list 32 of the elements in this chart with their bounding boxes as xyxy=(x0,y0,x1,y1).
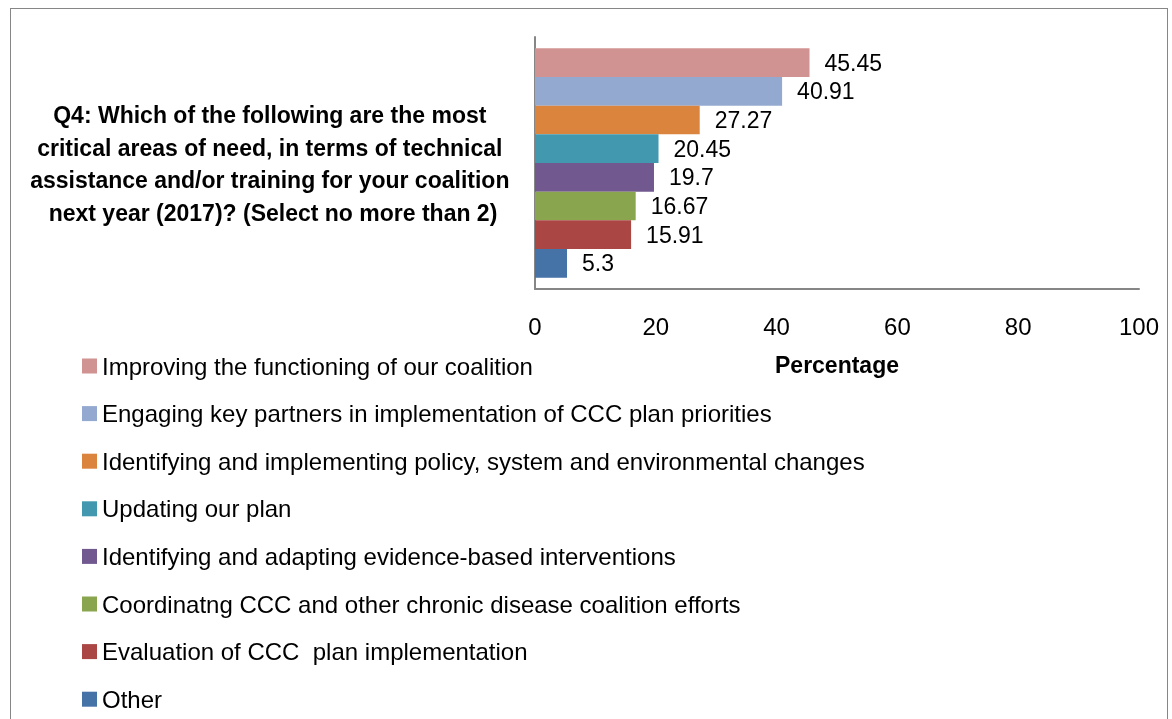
bar xyxy=(535,105,700,135)
x-tick-label: 0 xyxy=(528,312,542,340)
text: Q4: Which of the following are the most critical areas of need, in terms of technical assistance and/or training for your coalition next year (2017)? (Select no more than 2) xyxy=(30,102,516,226)
data-label: 5.3 xyxy=(582,250,614,277)
x-tick-label: 40 xyxy=(763,312,790,340)
bar xyxy=(535,220,632,249)
bar xyxy=(535,134,659,163)
legend-label: Evaluation of CCC plan implementation xyxy=(102,638,528,666)
legend-label: Coordinatng CCC and other chronic disease coalition efforts xyxy=(102,590,741,618)
data-label: 16.67 xyxy=(650,193,709,219)
legend-label: Other xyxy=(102,685,163,713)
legend-label: Engaging key partners in implementation of CCC plan priorities xyxy=(102,400,772,428)
x-tick-label: 100 xyxy=(1118,312,1160,340)
bar xyxy=(535,48,810,78)
data-label: 20.45 xyxy=(673,135,732,162)
x-axis-title: Percentage xyxy=(774,351,900,378)
legend-label: Improving the functioning of our coalition xyxy=(102,352,533,380)
legend-label: Identifying and implementing policy, system and environmental changes xyxy=(102,447,865,475)
bar xyxy=(535,191,636,221)
legend-label: Updating our plan xyxy=(102,495,292,523)
x-tick-label: 20 xyxy=(642,312,670,340)
data-label: 45.45 xyxy=(824,49,883,76)
data-label: 15.91 xyxy=(646,221,704,248)
data-label: 19.7 xyxy=(668,164,714,191)
bar xyxy=(535,77,783,106)
bar xyxy=(535,249,568,278)
bar xyxy=(535,163,654,192)
x-tick-label: 80 xyxy=(1004,312,1032,340)
x-tick-label: 60 xyxy=(884,312,911,340)
data-label: 40.91 xyxy=(797,78,855,105)
data-label: 27.27 xyxy=(714,107,773,133)
legend-label: Identifying and adapting evidence-based interventions xyxy=(102,542,676,570)
